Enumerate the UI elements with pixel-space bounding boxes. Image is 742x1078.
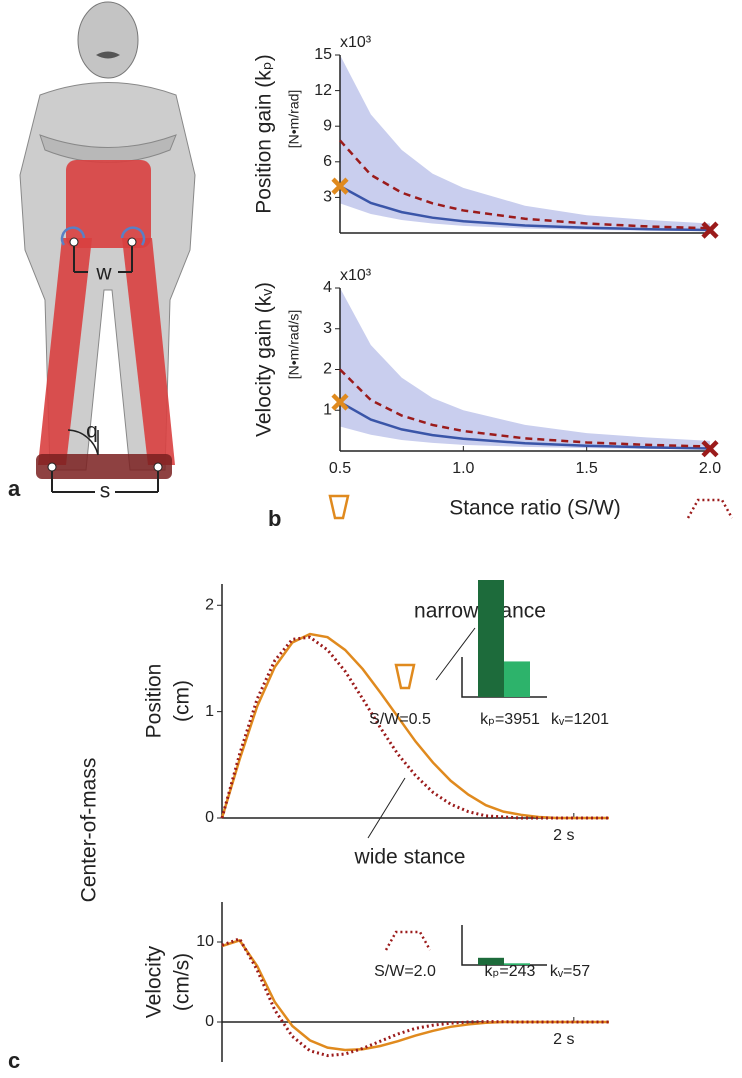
y-tick-label: 9	[323, 117, 332, 134]
inset-label: S/W=2.0	[374, 963, 436, 980]
panel-label: b	[268, 506, 281, 531]
y-axis-label: (cm/s)	[171, 953, 194, 1011]
y-tick-label: 0	[205, 809, 214, 826]
x-tick-label: 0.5	[329, 460, 351, 477]
y-tick-label: 1	[323, 401, 332, 418]
illustration-label: s	[100, 480, 111, 503]
marker-cross	[331, 177, 349, 195]
x-tick-label: 2.0	[699, 460, 721, 477]
inset-bar	[504, 661, 530, 697]
inset-label: S/W=0.5	[369, 711, 431, 728]
y-axis-unit: [N•m/rad/s]	[286, 310, 302, 379]
inset-value-label: kᵥ=1201	[551, 711, 609, 728]
y-tick-label: 1	[205, 703, 214, 720]
y-tick-label: 15	[314, 46, 332, 63]
annotation-pointer	[435, 627, 476, 681]
y-tick-label: 2	[323, 361, 332, 378]
x-tick-label: 1.0	[452, 460, 474, 477]
y-tick-label: 2	[205, 596, 214, 613]
confidence-band	[340, 288, 710, 450]
x-tick-label: 2 s	[553, 1031, 574, 1048]
shared-y-label: Center-of-mass	[78, 758, 101, 903]
wide-stance-icon	[686, 498, 734, 519]
data-line	[220, 635, 609, 820]
data-line	[220, 632, 609, 820]
annotation: wide stance	[354, 846, 466, 869]
x-axis-label: Stance ratio (S/W)	[449, 497, 621, 520]
y-axis-label: Position	[143, 664, 166, 739]
y-tick-label: 3	[323, 320, 332, 337]
y-axis-unit: [N•m/rad]	[286, 90, 302, 149]
data-line	[339, 368, 711, 448]
y-tick-label: 0	[205, 1013, 214, 1030]
illustration-label: q	[86, 420, 98, 443]
panel-label: c	[8, 1048, 20, 1073]
axis-multiplier: x10³	[340, 267, 372, 284]
narrow-stance-icon	[394, 663, 416, 690]
point-marker	[701, 440, 719, 458]
data-line	[221, 938, 609, 1052]
narrow-stance-icon	[328, 494, 350, 520]
inset-axes	[461, 925, 547, 966]
wide-stance-icon	[384, 930, 432, 951]
x-tick-label: 1.5	[576, 460, 598, 477]
y-tick-label: 10	[196, 933, 214, 950]
annotation-pointer	[367, 777, 406, 839]
y-axis-label: (cm)	[171, 680, 194, 722]
point-marker	[331, 177, 349, 195]
y-axis-label: Velocity	[143, 945, 166, 1018]
marker-cross	[701, 440, 719, 458]
data-line	[339, 401, 711, 450]
inset-bar	[478, 580, 504, 697]
y-tick-label: 12	[314, 82, 332, 99]
inset-bar	[478, 957, 504, 965]
illustration-label: w	[95, 262, 112, 285]
inset-value-label: kᵥ=57	[550, 963, 590, 980]
confidence-band	[340, 55, 710, 232]
axis-multiplier: x10³	[340, 34, 372, 51]
point-marker	[331, 393, 349, 411]
data-line	[221, 936, 609, 1058]
x-tick-label: 2 s	[553, 827, 574, 844]
inset-bar	[504, 963, 530, 965]
data-line	[339, 185, 711, 232]
y-tick-label: 6	[323, 153, 332, 170]
y-axis-label: Position gain (kₚ)	[253, 54, 276, 214]
y-axis-label: Velocity gain (kᵥ)	[253, 282, 276, 437]
marker-cross	[331, 393, 349, 411]
inset-value-label: kₚ=3951	[480, 711, 540, 728]
marker-cross	[701, 221, 719, 239]
data-line	[339, 139, 711, 230]
panel-label: a	[8, 476, 21, 501]
y-tick-label: 3	[323, 189, 332, 206]
y-tick-label: 4	[323, 279, 332, 296]
figure-illustration	[19, 1, 196, 493]
inset-value-label: kₚ=243	[485, 963, 536, 980]
point-marker	[701, 221, 719, 239]
